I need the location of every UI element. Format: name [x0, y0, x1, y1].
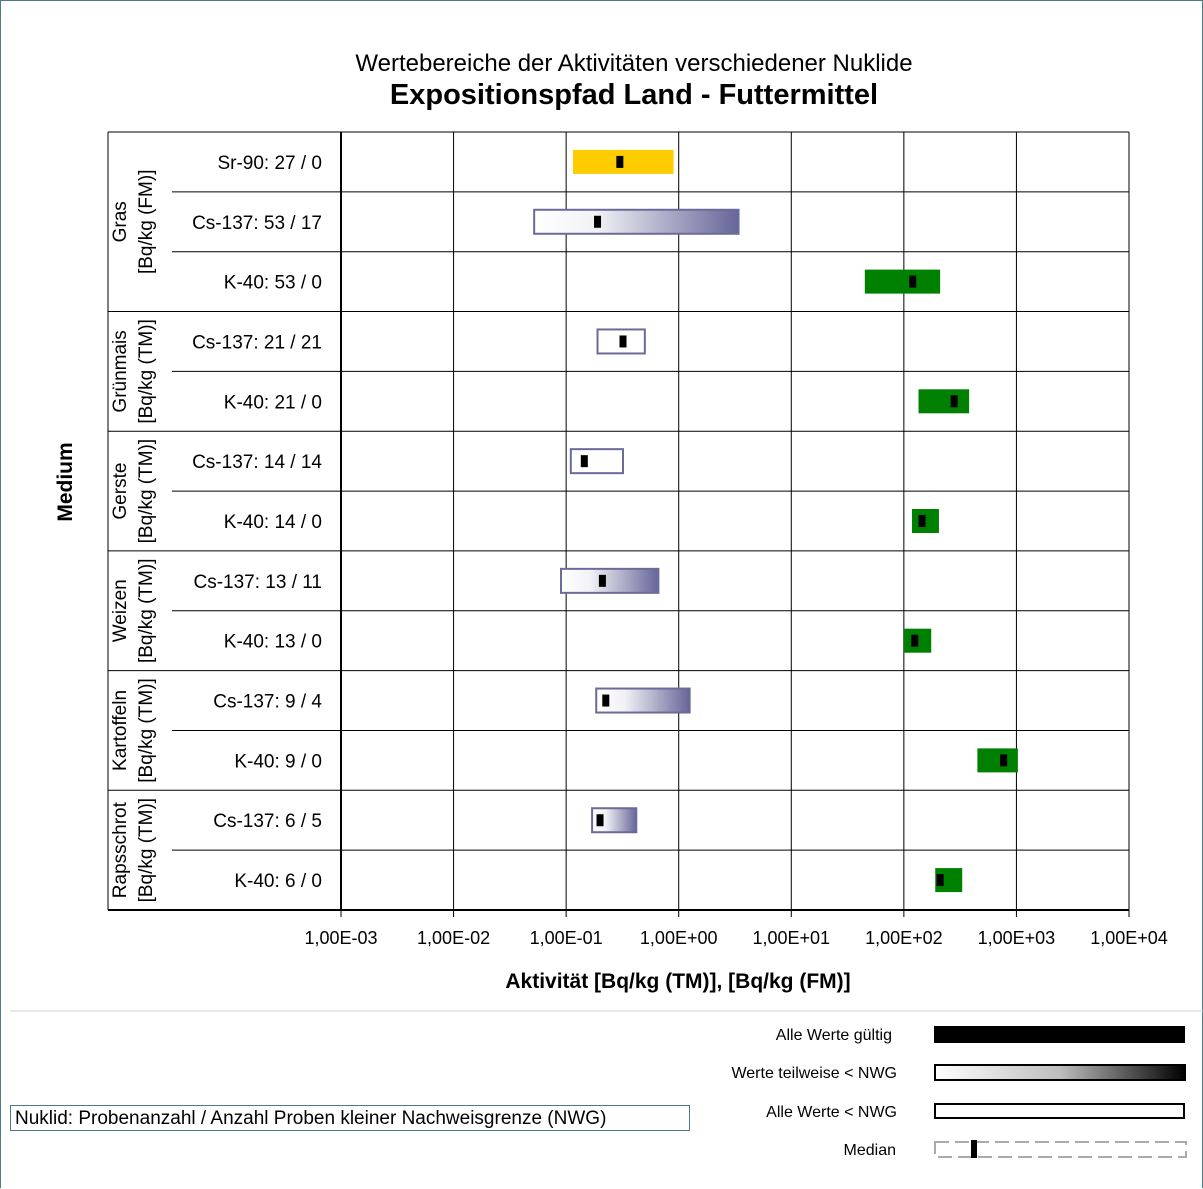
y-axis-label: Medium: [54, 442, 77, 521]
group-unit-label: [Bq/kg (TM)]: [136, 559, 157, 664]
group-label: Gerste: [110, 463, 131, 520]
x-tick-label: 1,00E+04: [1090, 928, 1168, 948]
median-marker: [594, 215, 602, 228]
group-label: Grünmais: [110, 330, 131, 412]
x-tick-label: 1,00E-02: [417, 928, 490, 948]
group-unit-label: [Bq/kg (TM)]: [136, 678, 157, 783]
median-marker: [911, 634, 919, 647]
row-label: Cs-137: 21 / 21: [192, 332, 322, 353]
row-label: Cs-137: 9 / 4: [213, 692, 322, 713]
legend-label-partial: Werte teilweise < NWG: [731, 1065, 897, 1082]
x-tick-label: 1,00E+02: [865, 928, 943, 948]
median-marker: [1000, 754, 1008, 767]
range-bar: [595, 687, 691, 714]
x-axis-label: Aktivität [Bq/kg (TM)], [Bq/kg (FM)]: [505, 970, 850, 993]
row-label: Cs-137: 13 / 11: [193, 572, 322, 593]
legend-swatch-valid: [934, 1026, 1185, 1043]
range-bar: [559, 567, 660, 594]
row-label: K-40: 13 / 0: [224, 632, 322, 653]
median-marker: [580, 455, 588, 468]
x-tick-label: 1,00E-03: [304, 928, 377, 948]
chart-title: Wertebereiche der Aktivitäten verschiede…: [355, 50, 912, 77]
group-label: Gras: [110, 201, 131, 242]
median-marker: [598, 574, 606, 587]
row-label: Cs-137: 6 / 5: [213, 811, 322, 832]
legend-label-median: Median: [844, 1142, 896, 1159]
row-label: Cs-137: 14 / 14: [192, 452, 322, 473]
range-bar: [977, 748, 1018, 773]
x-tick-label: 1,00E+03: [978, 928, 1056, 948]
range-bar: [918, 389, 970, 414]
legend-label-all-below: Alle Werte < NWG: [766, 1104, 897, 1121]
row-label: K-40: 21 / 0: [224, 392, 322, 413]
median-marker: [602, 694, 610, 707]
group-unit-label: [Bq/kg (FM)]: [136, 170, 157, 275]
range-bar: [569, 448, 625, 475]
median-marker: [909, 275, 917, 288]
group-unit-label: [Bq/kg (TM)]: [136, 798, 157, 903]
x-tick-label: 1,00E-01: [530, 928, 603, 948]
row-label: Sr-90: 27 / 0: [217, 153, 322, 174]
row-label: K-40: 53 / 0: [224, 273, 322, 294]
median-marker: [596, 814, 604, 827]
footnote: Nuklid: Probenanzahl / Anzahl Proben kle…: [10, 1105, 690, 1131]
x-tick-label: 1,00E+00: [640, 928, 718, 948]
median-marker: [619, 335, 627, 348]
legend-swatch-partial: [934, 1064, 1186, 1081]
x-tick-label: 1,00E+01: [752, 928, 830, 948]
legend-swatch-median-frame: [934, 1141, 1187, 1158]
row-label: K-40: 6 / 0: [234, 871, 322, 892]
group-label: Kartoffeln: [110, 690, 131, 771]
median-marker: [950, 395, 958, 408]
median-marker: [616, 155, 624, 168]
group-unit-label: [Bq/kg (TM)]: [136, 319, 157, 424]
legend-swatch-all-below: [934, 1103, 1185, 1119]
group-unit-label: [Bq/kg (TM)]: [136, 439, 157, 544]
legend-swatch-median-marker: [971, 1140, 977, 1158]
row-label: Cs-137: 53 / 17: [192, 213, 322, 234]
range-bar: [533, 208, 740, 235]
median-marker: [936, 874, 944, 887]
group-label: Weizen: [110, 579, 131, 642]
row-label: K-40: 9 / 0: [234, 751, 322, 772]
median-marker: [918, 515, 926, 527]
group-label: Rapsschrot: [110, 801, 131, 898]
chart-subtitle: Expositionspfad Land - Futtermittel: [390, 79, 878, 111]
row-label: K-40: 14 / 0: [224, 512, 322, 533]
range-bar: [864, 269, 941, 294]
legend-label-valid: Alle Werte gültig: [776, 1027, 892, 1044]
